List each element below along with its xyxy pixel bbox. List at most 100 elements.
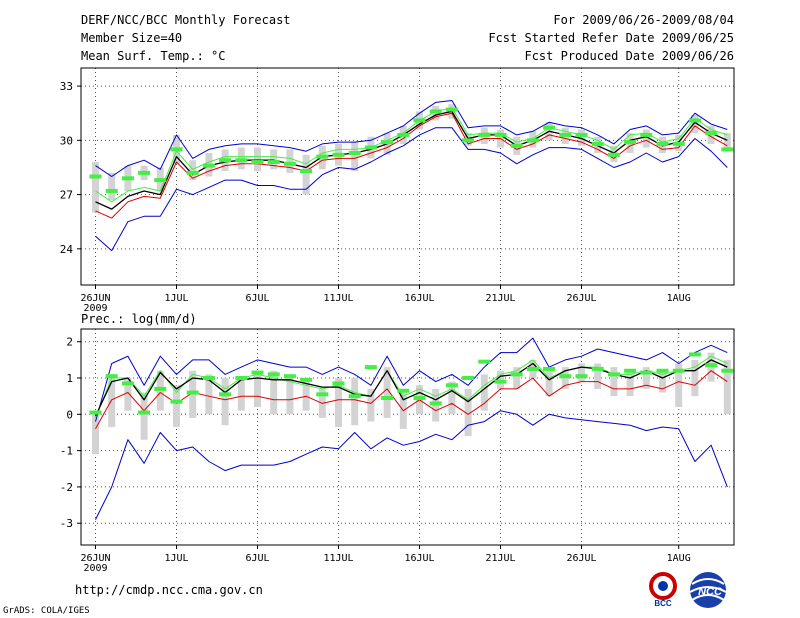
x-tick-label: 6JUL xyxy=(245,293,269,304)
median-marker xyxy=(300,169,313,174)
y-tick-label: -1 xyxy=(60,445,73,458)
median-marker xyxy=(219,392,232,397)
x-tick-label: 21JUL xyxy=(485,293,515,304)
median-marker xyxy=(559,374,572,379)
median-marker xyxy=(154,386,167,391)
temp-variable-label: Mean Surf. Temp.: °C xyxy=(81,49,226,63)
panel-temperature: 24 27 30 33 26JUN 1JUL 6JUL 11JUL 16JUL 21JUL 26JU… xyxy=(60,67,735,314)
median-marker xyxy=(121,381,134,386)
median-marker xyxy=(170,399,183,404)
ensemble-box xyxy=(610,367,618,397)
median-marker xyxy=(445,383,458,388)
x-tick-label: 26JUN xyxy=(80,553,110,564)
ensemble-box xyxy=(237,378,245,411)
median-marker xyxy=(138,170,151,175)
source-url[interactable]: http://cmdp.ncc.cma.gov.cn xyxy=(75,583,263,597)
ensemble-box xyxy=(691,359,699,397)
x-tick-label: 1AUG xyxy=(667,553,691,564)
median-marker xyxy=(575,132,588,137)
x-tick-label: 16JUL xyxy=(404,553,434,564)
max-line xyxy=(95,100,728,177)
y-tick-label: 2 xyxy=(66,336,73,349)
median-marker xyxy=(478,359,491,364)
x-tick-label: 26JUL xyxy=(566,553,596,564)
ensemble-box xyxy=(270,370,278,415)
precip-variable-label: Prec.: log(mm/d) xyxy=(81,312,197,326)
median-marker xyxy=(316,154,329,159)
median-marker xyxy=(381,395,394,400)
median-marker xyxy=(624,368,637,373)
ensemble-box xyxy=(626,370,634,397)
std-upper-line xyxy=(95,107,728,203)
median-marker xyxy=(462,376,475,381)
median-marker xyxy=(170,147,183,152)
ensemble-box xyxy=(513,367,521,389)
median-marker xyxy=(526,366,539,371)
median-marker xyxy=(510,372,523,377)
median-marker xyxy=(332,152,345,157)
median-marker xyxy=(186,390,199,395)
ensemble-box xyxy=(723,359,731,415)
ensemble-box xyxy=(399,388,407,429)
median-marker xyxy=(267,372,280,377)
median-marker xyxy=(672,368,685,373)
median-marker xyxy=(364,145,377,150)
ensemble-box xyxy=(480,374,488,411)
plot-frame xyxy=(80,328,735,546)
median-marker xyxy=(89,410,102,415)
median-marker xyxy=(235,158,248,163)
ensemble-box xyxy=(464,388,472,437)
median-marker xyxy=(283,374,296,379)
ensemble-box xyxy=(335,378,342,428)
median-marker xyxy=(251,370,264,375)
bcc-logo: BCC xyxy=(649,572,677,608)
ensemble-box xyxy=(675,363,683,408)
median-marker xyxy=(688,118,701,123)
median-marker xyxy=(705,363,718,368)
y-tick-label: -3 xyxy=(60,517,73,530)
grads-credit: GrADS: COLA/IGES xyxy=(3,606,90,616)
median-marker xyxy=(332,381,345,386)
median-marker xyxy=(413,395,426,400)
x-tick-label: 16JUL xyxy=(404,293,434,304)
ensemble-box xyxy=(270,149,278,170)
x-tick-label: 6JUL xyxy=(245,553,269,564)
ensemble-box xyxy=(545,370,553,397)
ensemble-box xyxy=(659,370,666,393)
ensemble-box xyxy=(691,115,699,134)
median-marker xyxy=(510,143,523,148)
median-marker xyxy=(559,132,572,137)
median-marker xyxy=(575,374,588,379)
ensemble-box xyxy=(286,149,294,173)
median-marker xyxy=(607,152,620,157)
ensemble-box xyxy=(92,162,99,213)
y-tick-label: 27 xyxy=(60,189,73,202)
ensemble-box xyxy=(383,367,391,418)
std-lower-line xyxy=(95,112,728,219)
x-tick-label: 1AUG xyxy=(667,293,691,304)
ensemble-box xyxy=(578,363,585,382)
median-marker xyxy=(721,368,734,373)
median-marker xyxy=(235,376,248,381)
median-marker xyxy=(462,138,475,143)
year-label: 2009 xyxy=(83,303,107,314)
ensemble-box xyxy=(351,142,359,172)
mean-line xyxy=(94,359,728,417)
std-lower-line xyxy=(95,370,728,430)
std-upper-line xyxy=(95,355,728,419)
y-tick-label: 24 xyxy=(60,243,74,256)
median-marker xyxy=(105,374,118,379)
x-tick-label: 21JUL xyxy=(485,553,515,564)
min-line xyxy=(95,410,728,520)
median-marker xyxy=(219,158,232,163)
y-tick-label: 0 xyxy=(66,408,73,421)
median-marker xyxy=(429,401,442,406)
median-marker xyxy=(543,125,556,130)
median-marker xyxy=(283,161,296,166)
median-marker xyxy=(607,372,620,377)
year-label: 2009 xyxy=(83,563,107,574)
median-marker xyxy=(494,379,507,384)
ensemble-box xyxy=(367,388,375,422)
ensemble-box xyxy=(254,147,261,172)
